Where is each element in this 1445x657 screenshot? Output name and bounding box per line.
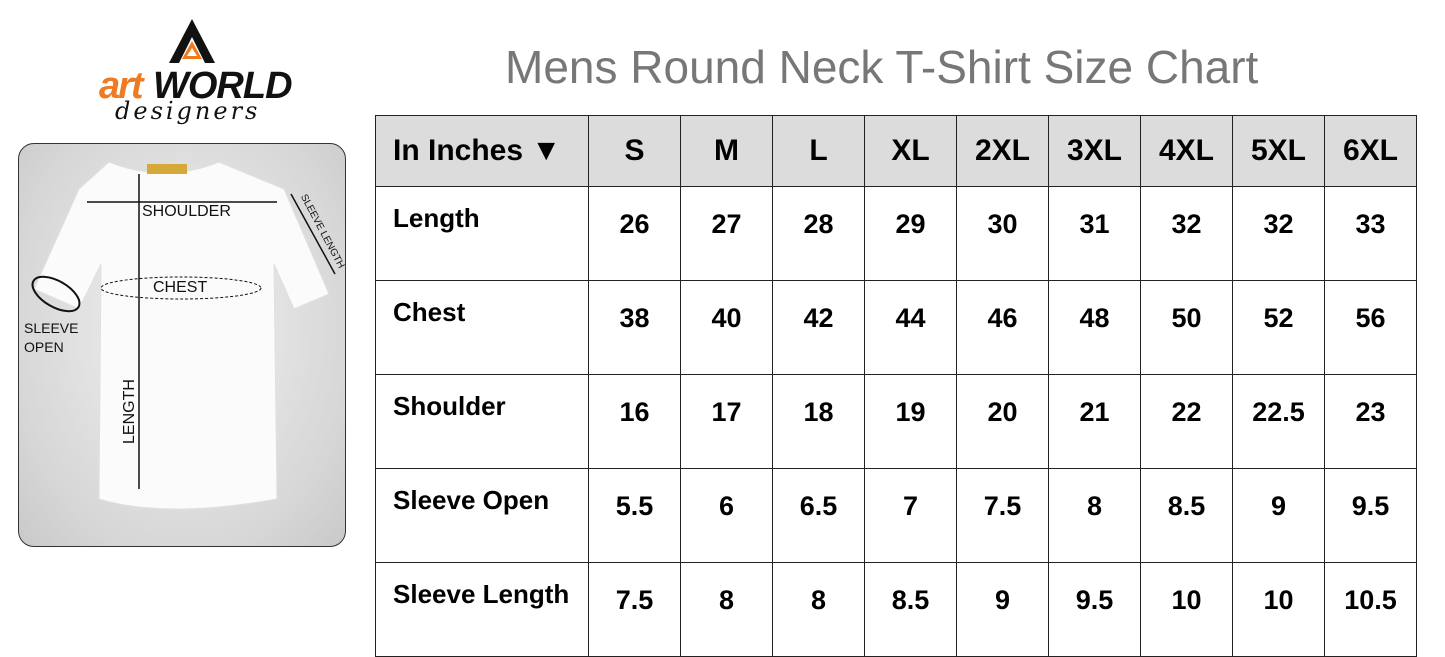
size-header: XL [864, 115, 957, 187]
table-cell: 10 [1140, 562, 1233, 657]
table-cell: 52 [1232, 280, 1325, 375]
table-cell: 8 [1048, 468, 1141, 563]
size-header: 6XL [1324, 115, 1417, 187]
unit-header: In Inches ▼ [375, 115, 589, 187]
tshirt-illustration [31, 161, 336, 510]
table-cell: 8.5 [1140, 468, 1233, 563]
table-cell: 10.5 [1324, 562, 1417, 657]
table-cell: 23 [1324, 374, 1417, 469]
table-cell: 42 [772, 280, 865, 375]
table-cell: 19 [864, 374, 957, 469]
table-cell: 22.5 [1232, 374, 1325, 469]
table-cell: 10 [1232, 562, 1325, 657]
table-row: Sleeve Open 5.5 6 6.5 7 7.5 8 8.5 9 9.5 [375, 468, 1417, 563]
table-cell: 44 [864, 280, 957, 375]
row-label: Shoulder [375, 374, 589, 469]
size-header: 5XL [1232, 115, 1325, 187]
table-cell: 28 [772, 186, 865, 281]
sleeve-open-label-1: SLEEVE [24, 320, 79, 336]
size-header: 2XL [956, 115, 1049, 187]
size-header: 4XL [1140, 115, 1233, 187]
table-cell: 56 [1324, 280, 1417, 375]
size-header: S [588, 115, 681, 187]
table-cell: 38 [588, 280, 681, 375]
table-cell: 8 [772, 562, 865, 657]
table-cell: 29 [864, 186, 957, 281]
table-cell: 48 [1048, 280, 1141, 375]
table-cell: 5.5 [588, 468, 681, 563]
sleeve-open-label-2: OPEN [24, 339, 64, 355]
table-cell: 40 [680, 280, 773, 375]
table-cell: 9 [1232, 468, 1325, 563]
logo-world: WORLD [153, 65, 293, 107]
chest-label: CHEST [153, 279, 208, 296]
table-cell: 50 [1140, 280, 1233, 375]
page-title: Mens Round Neck T-Shirt Size Chart [505, 41, 1259, 93]
row-label: Sleeve Open [375, 468, 589, 563]
logo-triangle-icon [169, 19, 215, 63]
length-label: LENGTH [121, 379, 138, 444]
table-cell: 6 [680, 468, 773, 563]
table-cell: 16 [588, 374, 681, 469]
table-cell: 20 [956, 374, 1049, 469]
table-cell: 31 [1048, 186, 1141, 281]
table-row: Shoulder 16 17 18 19 20 21 22 22.5 23 [375, 374, 1417, 469]
table-cell: 18 [772, 374, 865, 469]
shoulder-label: SHOULDER [142, 203, 231, 220]
table-cell: 21 [1048, 374, 1141, 469]
table-cell: 8.5 [864, 562, 957, 657]
row-label: Length [375, 186, 589, 281]
table-cell: 22 [1140, 374, 1233, 469]
table-cell: 8 [680, 562, 773, 657]
logo-designers: designers [115, 97, 261, 125]
table-cell: 17 [680, 374, 773, 469]
size-table: In Inches ▼ S M L XL 2XL 3XL 4XL 5XL 6XL… [375, 115, 1417, 657]
table-cell: 7 [864, 468, 957, 563]
table-cell: 26 [588, 186, 681, 281]
table-cell: 7.5 [956, 468, 1049, 563]
logo-art: art [99, 65, 144, 107]
table-cell: 32 [1140, 186, 1233, 281]
table-cell: 27 [680, 186, 773, 281]
table-cell: 46 [956, 280, 1049, 375]
size-header: 3XL [1048, 115, 1141, 187]
row-label: Chest [375, 280, 589, 375]
table-cell: 32 [1232, 186, 1325, 281]
table-cell: 9.5 [1048, 562, 1141, 657]
table-row: Sleeve Length 7.5 8 8 8.5 9 9.5 10 10 10.5 [375, 562, 1417, 657]
table-cell: 9.5 [1324, 468, 1417, 563]
table-cell: 30 [956, 186, 1049, 281]
artworld-logo: art WORLD designers [95, 15, 293, 130]
header-row: In Inches ▼ S M L XL 2XL 3XL 4XL 5XL 6XL [375, 115, 1417, 187]
table-cell: 33 [1324, 186, 1417, 281]
table-row: Chest 38 40 42 44 46 48 50 52 56 [375, 280, 1417, 375]
row-label: Sleeve Length [375, 562, 589, 657]
table-cell: 6.5 [772, 468, 865, 563]
table-cell: 9 [956, 562, 1049, 657]
size-header: L [772, 115, 865, 187]
size-header: M [680, 115, 773, 187]
tshirt-diagram: SHOULDER SLEEVE LENGTH CHEST SLEEVE OPEN… [18, 143, 346, 547]
table-row: Length 26 27 28 29 30 31 32 32 33 [375, 186, 1417, 281]
table-cell: 7.5 [588, 562, 681, 657]
